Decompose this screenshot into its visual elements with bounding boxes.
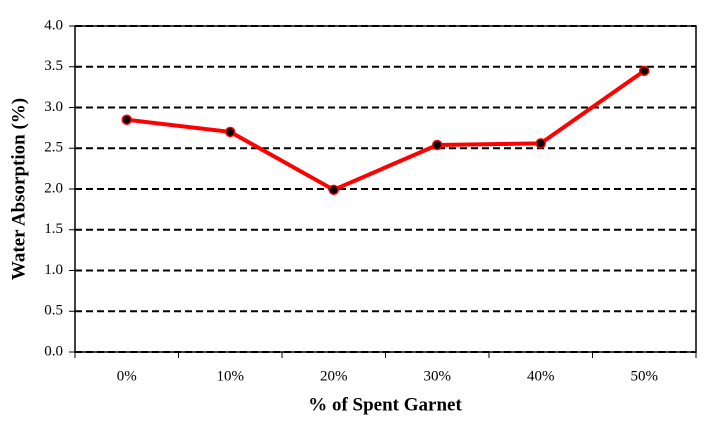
y-tick-label: 0.0	[44, 343, 63, 359]
y-axis-title: Water Absorption (%)	[8, 98, 29, 280]
x-tick-label: 40%	[527, 368, 555, 384]
data-point	[121, 114, 132, 125]
data-line	[126, 69, 646, 193]
y-tick-label: 2.5	[44, 140, 63, 156]
x-axis-title: % of Spent Garnet	[308, 394, 462, 415]
y-tick-label: 4.0	[44, 17, 63, 33]
x-tick-label: 0%	[117, 368, 137, 384]
data-point	[225, 126, 236, 138]
y-tick-label: 3.0	[44, 99, 63, 115]
x-tick-label: 10%	[217, 368, 245, 384]
data-point	[328, 184, 339, 196]
data-point	[432, 139, 443, 151]
data-point	[639, 65, 650, 77]
y-tick-label: 1.5	[44, 221, 63, 237]
x-tick-label: 50%	[631, 368, 659, 384]
x-tick-label: 30%	[424, 368, 452, 384]
x-tick-label: 20%	[320, 368, 348, 384]
y-tick-label: 3.5	[44, 58, 63, 74]
y-tick-label: 2.0	[44, 180, 63, 196]
y-tick-label: 0.5	[44, 303, 63, 319]
data-point	[535, 138, 546, 149]
y-tick-label: 1.0	[44, 262, 63, 278]
